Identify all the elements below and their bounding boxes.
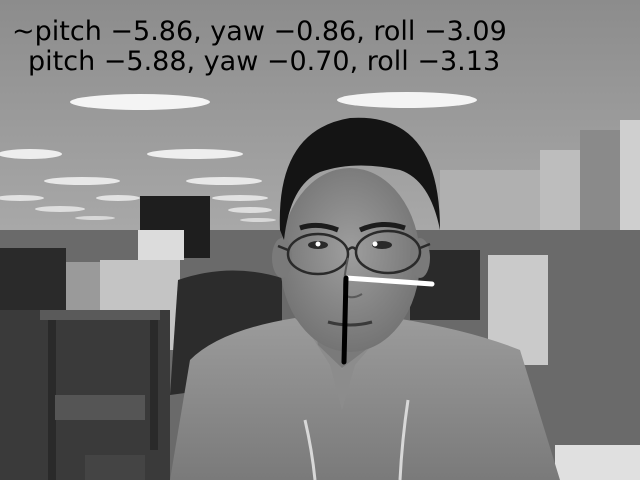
glasses <box>277 229 431 276</box>
desk-leg-2 <box>150 320 158 450</box>
lanyard-left <box>303 419 317 480</box>
right-desk <box>555 445 640 480</box>
desk-leg <box>48 320 56 480</box>
desk-top <box>40 310 160 320</box>
window-edge <box>620 120 640 230</box>
estimated-pose-text: ~pitch −5.86, yaw −0.86, roll −3.09 <box>12 16 507 47</box>
ceiling-lights <box>0 92 477 222</box>
left-eyebrow <box>299 222 339 233</box>
measured-pose-text: pitch −5.88, yaw −0.70, roll −3.13 <box>28 46 501 77</box>
shelf <box>55 395 145 420</box>
left-monitor <box>0 248 66 310</box>
yaw-axis-line <box>343 275 435 287</box>
left-ear <box>272 238 292 278</box>
pose-readout: ~pitch −5.86, yaw −0.86, roll −3.09 pitc… <box>0 0 640 120</box>
face <box>280 168 420 352</box>
back-screen <box>138 230 184 260</box>
shirt <box>170 318 560 480</box>
lanyard-right <box>398 399 410 480</box>
right-eye-landmark <box>372 241 378 247</box>
hair <box>279 117 440 240</box>
left-eye-landmark <box>315 241 321 247</box>
pitch-axis-line <box>341 275 349 365</box>
mouth <box>327 320 373 327</box>
label-box <box>85 455 145 480</box>
right-eyebrow <box>358 222 406 233</box>
left-cabinet <box>66 262 102 310</box>
